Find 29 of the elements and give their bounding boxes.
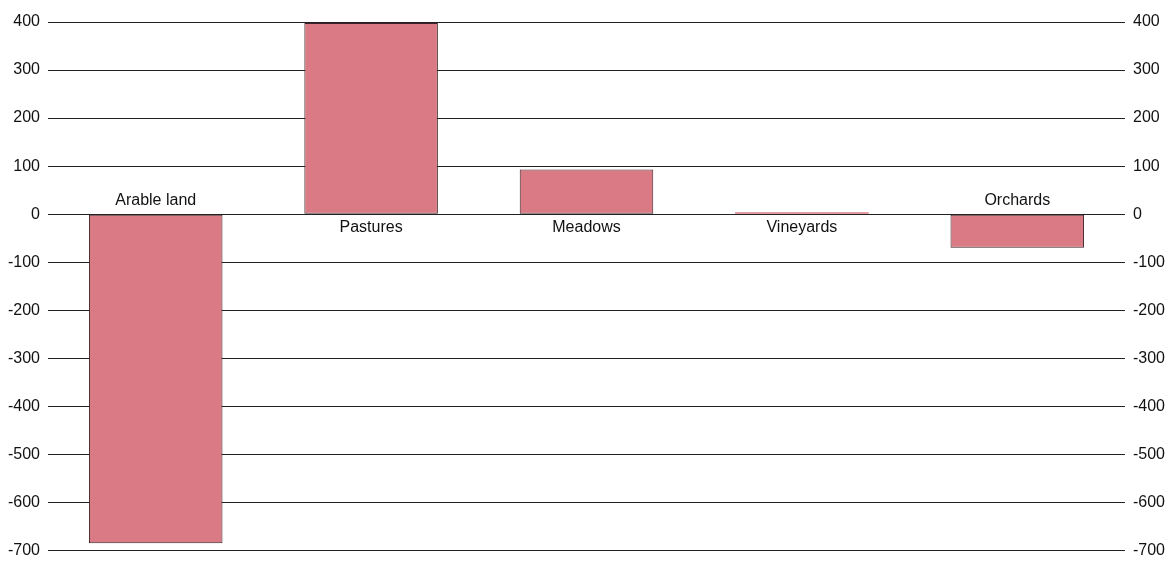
x-tick-label: Arable land bbox=[115, 190, 197, 208]
y2-tick-label: -300 bbox=[1132, 348, 1166, 366]
y2-tick-label: -500 bbox=[1132, 444, 1166, 462]
y-tick-label: -700 bbox=[7, 540, 41, 558]
y2-tick-label: -700 bbox=[1132, 540, 1166, 558]
y2-tick-label: 300 bbox=[1132, 60, 1160, 78]
y-tick-label: -500 bbox=[7, 444, 41, 462]
y2-tick-label: -100 bbox=[1132, 252, 1166, 270]
y2-tick-label: 0 bbox=[1132, 204, 1142, 222]
y-tick-label: -100 bbox=[7, 252, 41, 270]
y2-tick-label: 100 bbox=[1132, 156, 1160, 174]
y-tick-label: -200 bbox=[7, 300, 41, 318]
x-tick-label: Orchards bbox=[984, 190, 1051, 208]
y-tick-label: -300 bbox=[7, 348, 41, 366]
x-tick-label: Vineyards bbox=[766, 217, 838, 235]
y2-tick-label: -400 bbox=[1132, 396, 1166, 414]
y-tick-label: -400 bbox=[7, 396, 41, 414]
y-tick-label: 400 bbox=[13, 12, 41, 30]
y2-tick-label: 400 bbox=[1132, 12, 1160, 30]
y-tick-label: 200 bbox=[13, 108, 41, 126]
y-tick-label: 100 bbox=[13, 156, 41, 174]
y-tick-label: 300 bbox=[13, 60, 41, 78]
x-tick-label: Meadows bbox=[552, 217, 621, 235]
y2-tick-label: -600 bbox=[1132, 492, 1166, 510]
y2-tick-label: 200 bbox=[1132, 108, 1160, 126]
y-tick-label: 0 bbox=[31, 204, 41, 222]
y2-tick-label: -200 bbox=[1132, 300, 1166, 318]
x-tick-label: Pastures bbox=[339, 217, 403, 235]
y-tick-label: -600 bbox=[7, 492, 41, 510]
